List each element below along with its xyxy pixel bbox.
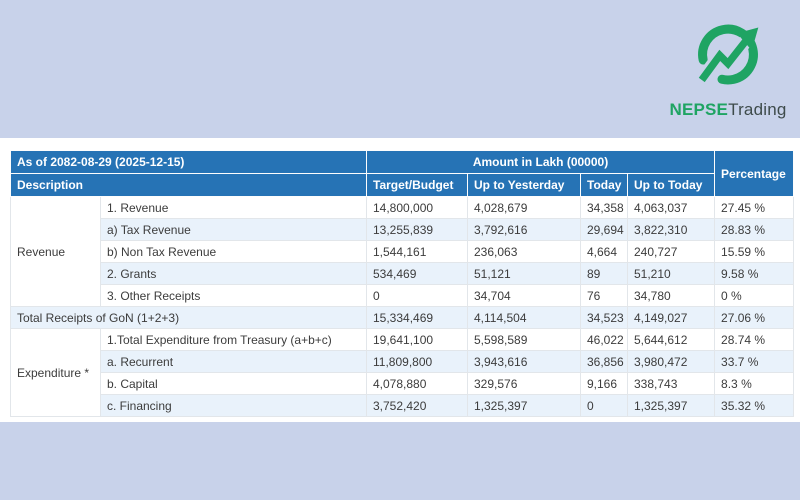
table-row: Expenditure * 1.Total Expenditure from Tr… (10, 328, 795, 417)
cell-value: 3,980,472 (626, 350, 716, 373)
cell-value: 4,664 (580, 240, 628, 263)
cell-value: 76 (580, 284, 628, 307)
cell-value: 1,544,161 (366, 240, 468, 263)
cell-value: 15,334,469 (366, 306, 468, 329)
table-row: 3. Other Receipts 0 34,704 76 34,780 0 % (11, 284, 795, 307)
cell-value: 14,800,000 (366, 196, 468, 219)
cell-value: 28.74 % (714, 328, 795, 351)
target-budget-column-header: Target/Budget (366, 173, 468, 197)
cell-value: 4,114,504 (467, 306, 581, 329)
row-group-label: Revenue (10, 196, 101, 307)
row-item-label: c. Financing (100, 394, 367, 417)
cell-value: 236,063 (467, 240, 581, 263)
row-group-label: Expenditure * (10, 328, 101, 417)
table-row: b. Capital 4,078,880 329,576 9,166 338,743 8.… (11, 372, 795, 395)
table-header-row-top: As of 2082-08-29 (2025-12-15) Amount in … (10, 150, 795, 197)
cell-value: 4,149,027 (626, 306, 716, 329)
row-item-label: 3. Other Receipts (100, 284, 367, 307)
cell-value: 19,641,100 (366, 328, 468, 351)
brand-logo: NEPSETrading (668, 16, 788, 120)
table-row: Revenue 1. Revenue 14,800,000 4,028,679 34,3… (10, 196, 795, 307)
row-item-label: 2. Grants (100, 262, 367, 285)
table-row: 2. Grants 534,469 51,121 89 51,210 9.58 % (11, 262, 795, 285)
cell-value: 0 % (714, 284, 795, 307)
cell-value: 34,780 (626, 284, 716, 307)
cell-value: 9.58 % (714, 262, 795, 285)
amount-unit-header: Amount in Lakh (00000) (365, 150, 716, 174)
row-item-label: a) Tax Revenue (100, 218, 367, 241)
cell-value: 1,325,397 (626, 394, 716, 417)
cell-value: 34,523 (580, 306, 628, 329)
cell-value: 8.3 % (714, 372, 795, 395)
row-item-label: a. Recurrent (100, 350, 367, 373)
cell-value: 3,752,420 (366, 394, 468, 417)
description-column-header: Description (10, 173, 367, 197)
cell-value: 3,792,616 (467, 218, 581, 241)
up-to-yesterday-column-header: Up to Yesterday (467, 173, 581, 197)
cell-value: 36,856 (580, 350, 628, 373)
cell-value: 534,469 (366, 262, 468, 285)
cell-value: 51,210 (626, 262, 716, 285)
cell-value: 46,022 (580, 328, 628, 351)
cell-value: 0 (366, 284, 468, 307)
cell-value: 28.83 % (714, 218, 795, 241)
row-item-label: b) Non Tax Revenue (100, 240, 367, 263)
table-body: Revenue 1. Revenue 14,800,000 4,028,679 34,3… (10, 196, 795, 417)
cell-value: 4,028,679 (467, 196, 581, 219)
cell-value: 3,822,310 (626, 218, 716, 241)
table-row: Total Receipts of GoN (1+2+3) 15,334,469 4… (10, 306, 795, 329)
row-item-label: Total Receipts of GoN (1+2+3) (10, 306, 367, 329)
cell-value: 34,358 (580, 196, 628, 219)
cell-value: 0 (580, 394, 628, 417)
cell-value: 27.45 % (714, 196, 795, 219)
cell-value: 29,694 (580, 218, 628, 241)
brand-name-bold: NEPSE (669, 100, 729, 119)
cell-value: 9,166 (580, 372, 628, 395)
row-item-label: b. Capital (100, 372, 367, 395)
brand-name-regular: Trading (728, 100, 787, 119)
as-of-date-header: As of 2082-08-29 (2025-12-15) (10, 150, 367, 174)
cell-value: 4,078,880 (366, 372, 468, 395)
table-header-row-columns: Description Target/Budget Up to Yesterda… (10, 173, 794, 197)
table-row: c. Financing 3,752,420 1,325,397 0 1,325,397… (11, 394, 795, 417)
table-row: a) Tax Revenue 13,255,839 3,792,616 29,694 3… (11, 218, 795, 241)
up-to-today-column-header: Up to Today (626, 173, 716, 197)
cell-value: 13,255,839 (366, 218, 468, 241)
cell-value: 5,644,612 (626, 328, 716, 351)
cell-value: 338,743 (626, 372, 716, 395)
trending-up-circle-icon (696, 24, 759, 85)
today-column-header: Today (580, 173, 628, 197)
cell-value: 11,809,800 (366, 350, 468, 373)
table-row: b) Non Tax Revenue 1,544,161 236,063 4,664 2… (11, 240, 795, 263)
cell-value: 329,576 (467, 372, 581, 395)
cell-value: 5,598,589 (467, 328, 581, 351)
cell-value: 33.7 % (714, 350, 795, 373)
cell-value: 27.06 % (714, 306, 795, 329)
percentage-column-header: Percentage (714, 150, 795, 197)
cell-value: 89 (580, 262, 628, 285)
cell-value: 35.32 % (714, 394, 795, 417)
cell-value: 34,704 (467, 284, 581, 307)
row-item-label: 1. Revenue (100, 196, 367, 219)
cell-value: 4,063,037 (626, 196, 716, 219)
cell-value: 240,727 (626, 240, 716, 263)
cell-value: 51,121 (467, 262, 581, 285)
brand-name: NEPSETrading (668, 100, 788, 120)
fiscal-summary-table: As of 2082-08-29 (2025-12-15) Amount in … (10, 150, 795, 417)
cell-value: 1,325,397 (467, 394, 581, 417)
row-item-label: 1.Total Expenditure from Treasury (a+b+c… (100, 328, 367, 351)
cell-value: 3,943,616 (467, 350, 581, 373)
cell-value: 15.59 % (714, 240, 795, 263)
table-row: a. Recurrent 11,809,800 3,943,616 36,856 3,9… (11, 350, 795, 373)
